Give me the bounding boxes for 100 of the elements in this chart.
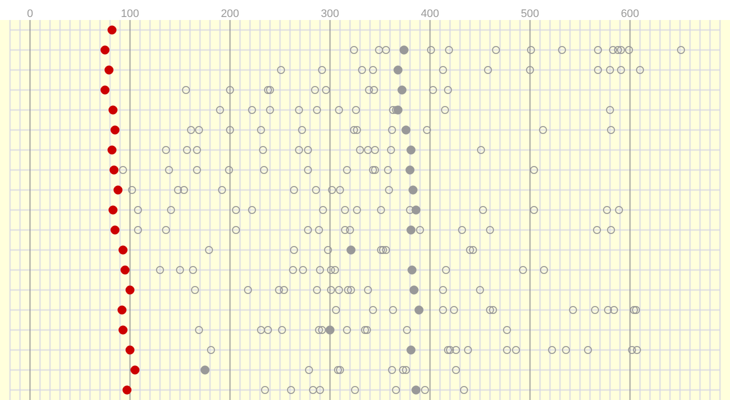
point: [174, 186, 182, 194]
point: [331, 266, 339, 274]
point: [335, 286, 343, 294]
point: [257, 326, 265, 334]
x-tick-label: 200: [220, 8, 240, 20]
point: [261, 386, 269, 394]
point: [385, 186, 393, 194]
point: [100, 46, 110, 54]
point: [341, 206, 349, 214]
point: [266, 86, 274, 94]
point: [377, 206, 385, 214]
point: [439, 66, 447, 74]
point: [328, 186, 336, 194]
point: [402, 126, 410, 134]
point: [406, 166, 414, 174]
point: [322, 86, 330, 94]
point: [324, 246, 332, 254]
point: [290, 186, 298, 194]
point: [364, 146, 372, 154]
point: [486, 226, 494, 234]
point: [375, 46, 383, 54]
point: [406, 346, 416, 354]
point: [414, 306, 424, 314]
point: [313, 286, 321, 294]
point: [593, 226, 601, 234]
point: [187, 126, 195, 134]
point: [108, 146, 116, 154]
point: [371, 146, 379, 154]
point: [248, 206, 256, 214]
point: [200, 366, 210, 374]
point: [134, 206, 142, 214]
point: [636, 66, 644, 74]
point: [343, 326, 351, 334]
point: [458, 226, 466, 234]
point: [604, 306, 612, 314]
point: [110, 226, 120, 234]
point: [412, 386, 420, 394]
point: [484, 66, 492, 74]
point: [584, 346, 592, 354]
point: [316, 386, 324, 394]
point: [441, 106, 449, 114]
point: [371, 166, 379, 174]
point: [226, 126, 234, 134]
point: [603, 206, 611, 214]
point: [134, 226, 142, 234]
point: [377, 246, 385, 254]
point: [594, 46, 602, 54]
point: [408, 186, 418, 194]
point: [119, 166, 127, 174]
point: [264, 86, 272, 94]
point: [352, 106, 360, 114]
point: [326, 326, 334, 334]
point: [182, 86, 190, 94]
point: [369, 66, 377, 74]
point: [466, 246, 474, 254]
point: [287, 386, 295, 394]
point: [278, 326, 286, 334]
point: [341, 226, 349, 234]
point: [365, 86, 373, 94]
point: [347, 286, 355, 294]
point: [406, 146, 416, 154]
point: [162, 226, 170, 234]
point: [305, 366, 313, 374]
point: [389, 306, 397, 314]
point: [207, 346, 215, 354]
x-tick-label: 0: [26, 8, 34, 20]
x-tick-label: 300: [320, 8, 340, 20]
point: [315, 326, 323, 334]
point: [122, 386, 132, 394]
point: [379, 246, 387, 254]
point: [444, 346, 452, 354]
point: [450, 306, 458, 314]
point: [128, 186, 136, 194]
point: [530, 166, 538, 174]
point: [304, 166, 312, 174]
point: [289, 266, 297, 274]
point: [610, 306, 618, 314]
point: [346, 226, 354, 234]
point: [280, 286, 288, 294]
point: [108, 206, 118, 214]
point: [226, 86, 234, 94]
point: [130, 366, 140, 374]
point: [562, 346, 570, 354]
point: [295, 106, 303, 114]
point: [189, 266, 197, 274]
point: [394, 66, 402, 74]
point: [606, 106, 614, 114]
point: [259, 146, 267, 154]
point: [248, 106, 256, 114]
point: [232, 206, 240, 214]
point: [628, 346, 636, 354]
point: [162, 146, 170, 154]
point: [439, 306, 447, 314]
point: [191, 286, 199, 294]
point: [607, 126, 615, 134]
point: [429, 86, 437, 94]
point: [370, 86, 378, 94]
point: [399, 366, 407, 374]
point: [452, 366, 460, 374]
point: [416, 226, 424, 234]
